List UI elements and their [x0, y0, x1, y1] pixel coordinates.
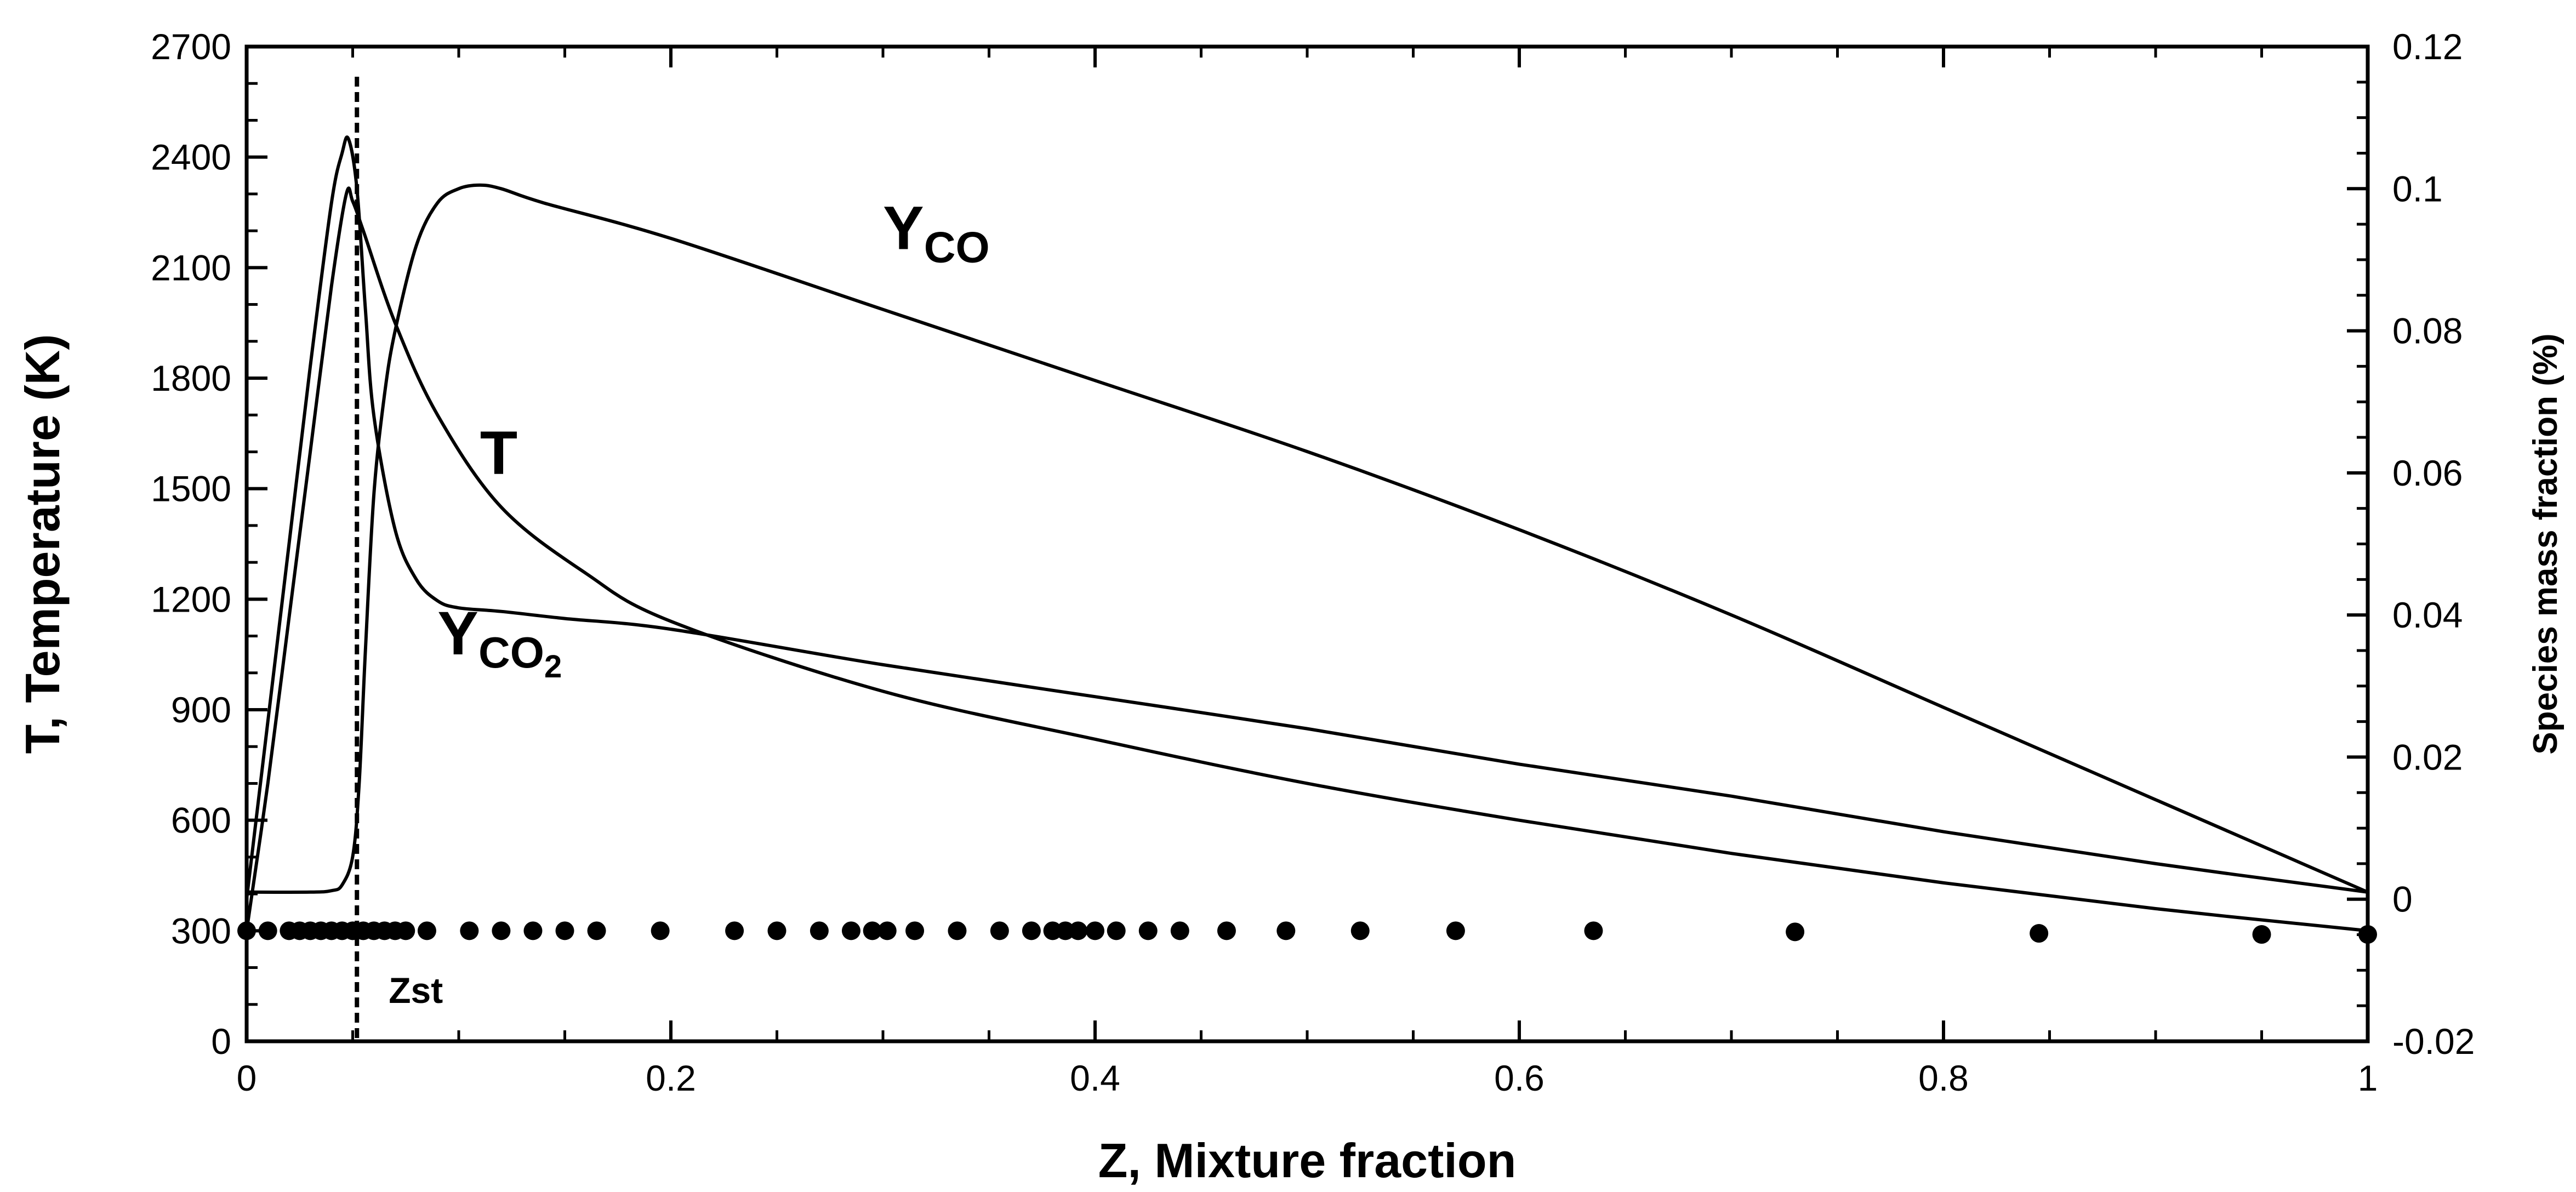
grid-point-marker — [651, 921, 670, 940]
y-right-tick-label: 0.08 — [2392, 311, 2463, 351]
x-tick-label: 0 — [237, 1058, 257, 1098]
series-line-t — [245, 186, 2368, 933]
grid-point-marker — [877, 921, 897, 940]
y-right-tick-label: 0.12 — [2392, 26, 2463, 67]
y-left-tick-label: 2700 — [151, 26, 231, 67]
grid-point-marker — [1107, 921, 1126, 940]
grid-point-marker — [523, 921, 543, 940]
y-left-tick-label: 600 — [171, 800, 231, 841]
y-right-tick-label: 0.02 — [2392, 737, 2463, 777]
grid-point-marker — [396, 921, 415, 940]
y-left-tick-label: 2400 — [151, 137, 231, 178]
series-line-y-co2 — [245, 135, 2368, 900]
y-right-axis-title: Species mass fraction (%) — [2527, 333, 2564, 754]
grid-point-marker — [417, 921, 436, 940]
grid-point-marker — [863, 921, 882, 940]
y-left-tick-label: 1800 — [151, 358, 231, 398]
grid-point-marker — [990, 921, 1009, 940]
grid-point-marker — [1022, 921, 1041, 940]
y-left-tick-label: 0 — [211, 1021, 231, 1062]
curves-layer — [245, 77, 2369, 1041]
x-tick-label: 0.8 — [1918, 1058, 1969, 1098]
y-right-tick-label: 0.04 — [2392, 595, 2463, 635]
y-left-tick-label: 1200 — [151, 579, 231, 619]
grid-point-marker — [1170, 921, 1189, 940]
axes-layer: 0 0.2 0.4 0.6 0.8 1 0 300 600 900 1200 1500 1800 2100… — [15, 26, 2564, 1188]
x-axis-title: Z, Mixture fraction — [1098, 1133, 1517, 1188]
grid-point-marker — [460, 921, 479, 940]
labels-layer: Zst YCO T YCO2 — [389, 194, 989, 1011]
x-tick-label: 1 — [2358, 1058, 2378, 1098]
curve-label-t: T — [480, 419, 517, 487]
y-left-tick-label: 900 — [171, 689, 231, 730]
grid-point-marker — [1069, 921, 1088, 940]
grid-point-marker — [1350, 921, 1370, 940]
grid-point-marker — [2252, 925, 2271, 944]
curve-label-y-co2: YCO2 — [437, 599, 562, 685]
y-right-tick-label: -0.02 — [2392, 1021, 2475, 1062]
curve-label-y-co: YCO — [883, 194, 990, 272]
grid-point-marker — [725, 921, 744, 940]
grid-point-marker — [1584, 921, 1603, 940]
grid-point-marker — [1446, 921, 1465, 940]
x-tick-label: 0.6 — [1494, 1058, 1545, 1098]
grid-point-marker — [258, 921, 277, 940]
y-left-axis-title: T, Temperature (K) — [15, 334, 70, 754]
y-left-tick-label: 1500 — [151, 469, 231, 509]
grid-point-marker — [2030, 924, 2049, 943]
grid-point-marker — [948, 921, 967, 940]
x-tick-label: 0.2 — [646, 1058, 696, 1098]
plot-frame — [244, 44, 2370, 1043]
grid-point-marker — [905, 921, 925, 940]
grid-point-marker — [1276, 921, 1296, 940]
grid-point-marker — [587, 921, 606, 940]
grid-point-marker — [1086, 921, 1104, 940]
grid-point-marker — [555, 921, 574, 940]
x-tick-label: 0.4 — [1070, 1058, 1120, 1098]
grid-point-marker — [810, 921, 829, 940]
grid-point-marker — [492, 921, 511, 940]
grid-point-marker — [1138, 921, 1158, 940]
grid-point-marker — [1786, 922, 1805, 942]
grid-points-layer — [237, 921, 2377, 944]
grid-point-marker — [767, 921, 787, 940]
y-right-tick-label: 0.06 — [2392, 453, 2463, 493]
grid-point-marker — [1217, 921, 1236, 940]
zst-label: Zst — [389, 970, 443, 1011]
y-right-tick-label: 0.1 — [2392, 168, 2443, 209]
y-left-tick-label: 2100 — [151, 247, 231, 288]
y-left-tick-label: 300 — [171, 910, 231, 951]
y-right-tick-label: 0 — [2392, 879, 2413, 920]
grid-point-marker — [841, 921, 860, 940]
series-line-y-co — [246, 183, 2369, 894]
